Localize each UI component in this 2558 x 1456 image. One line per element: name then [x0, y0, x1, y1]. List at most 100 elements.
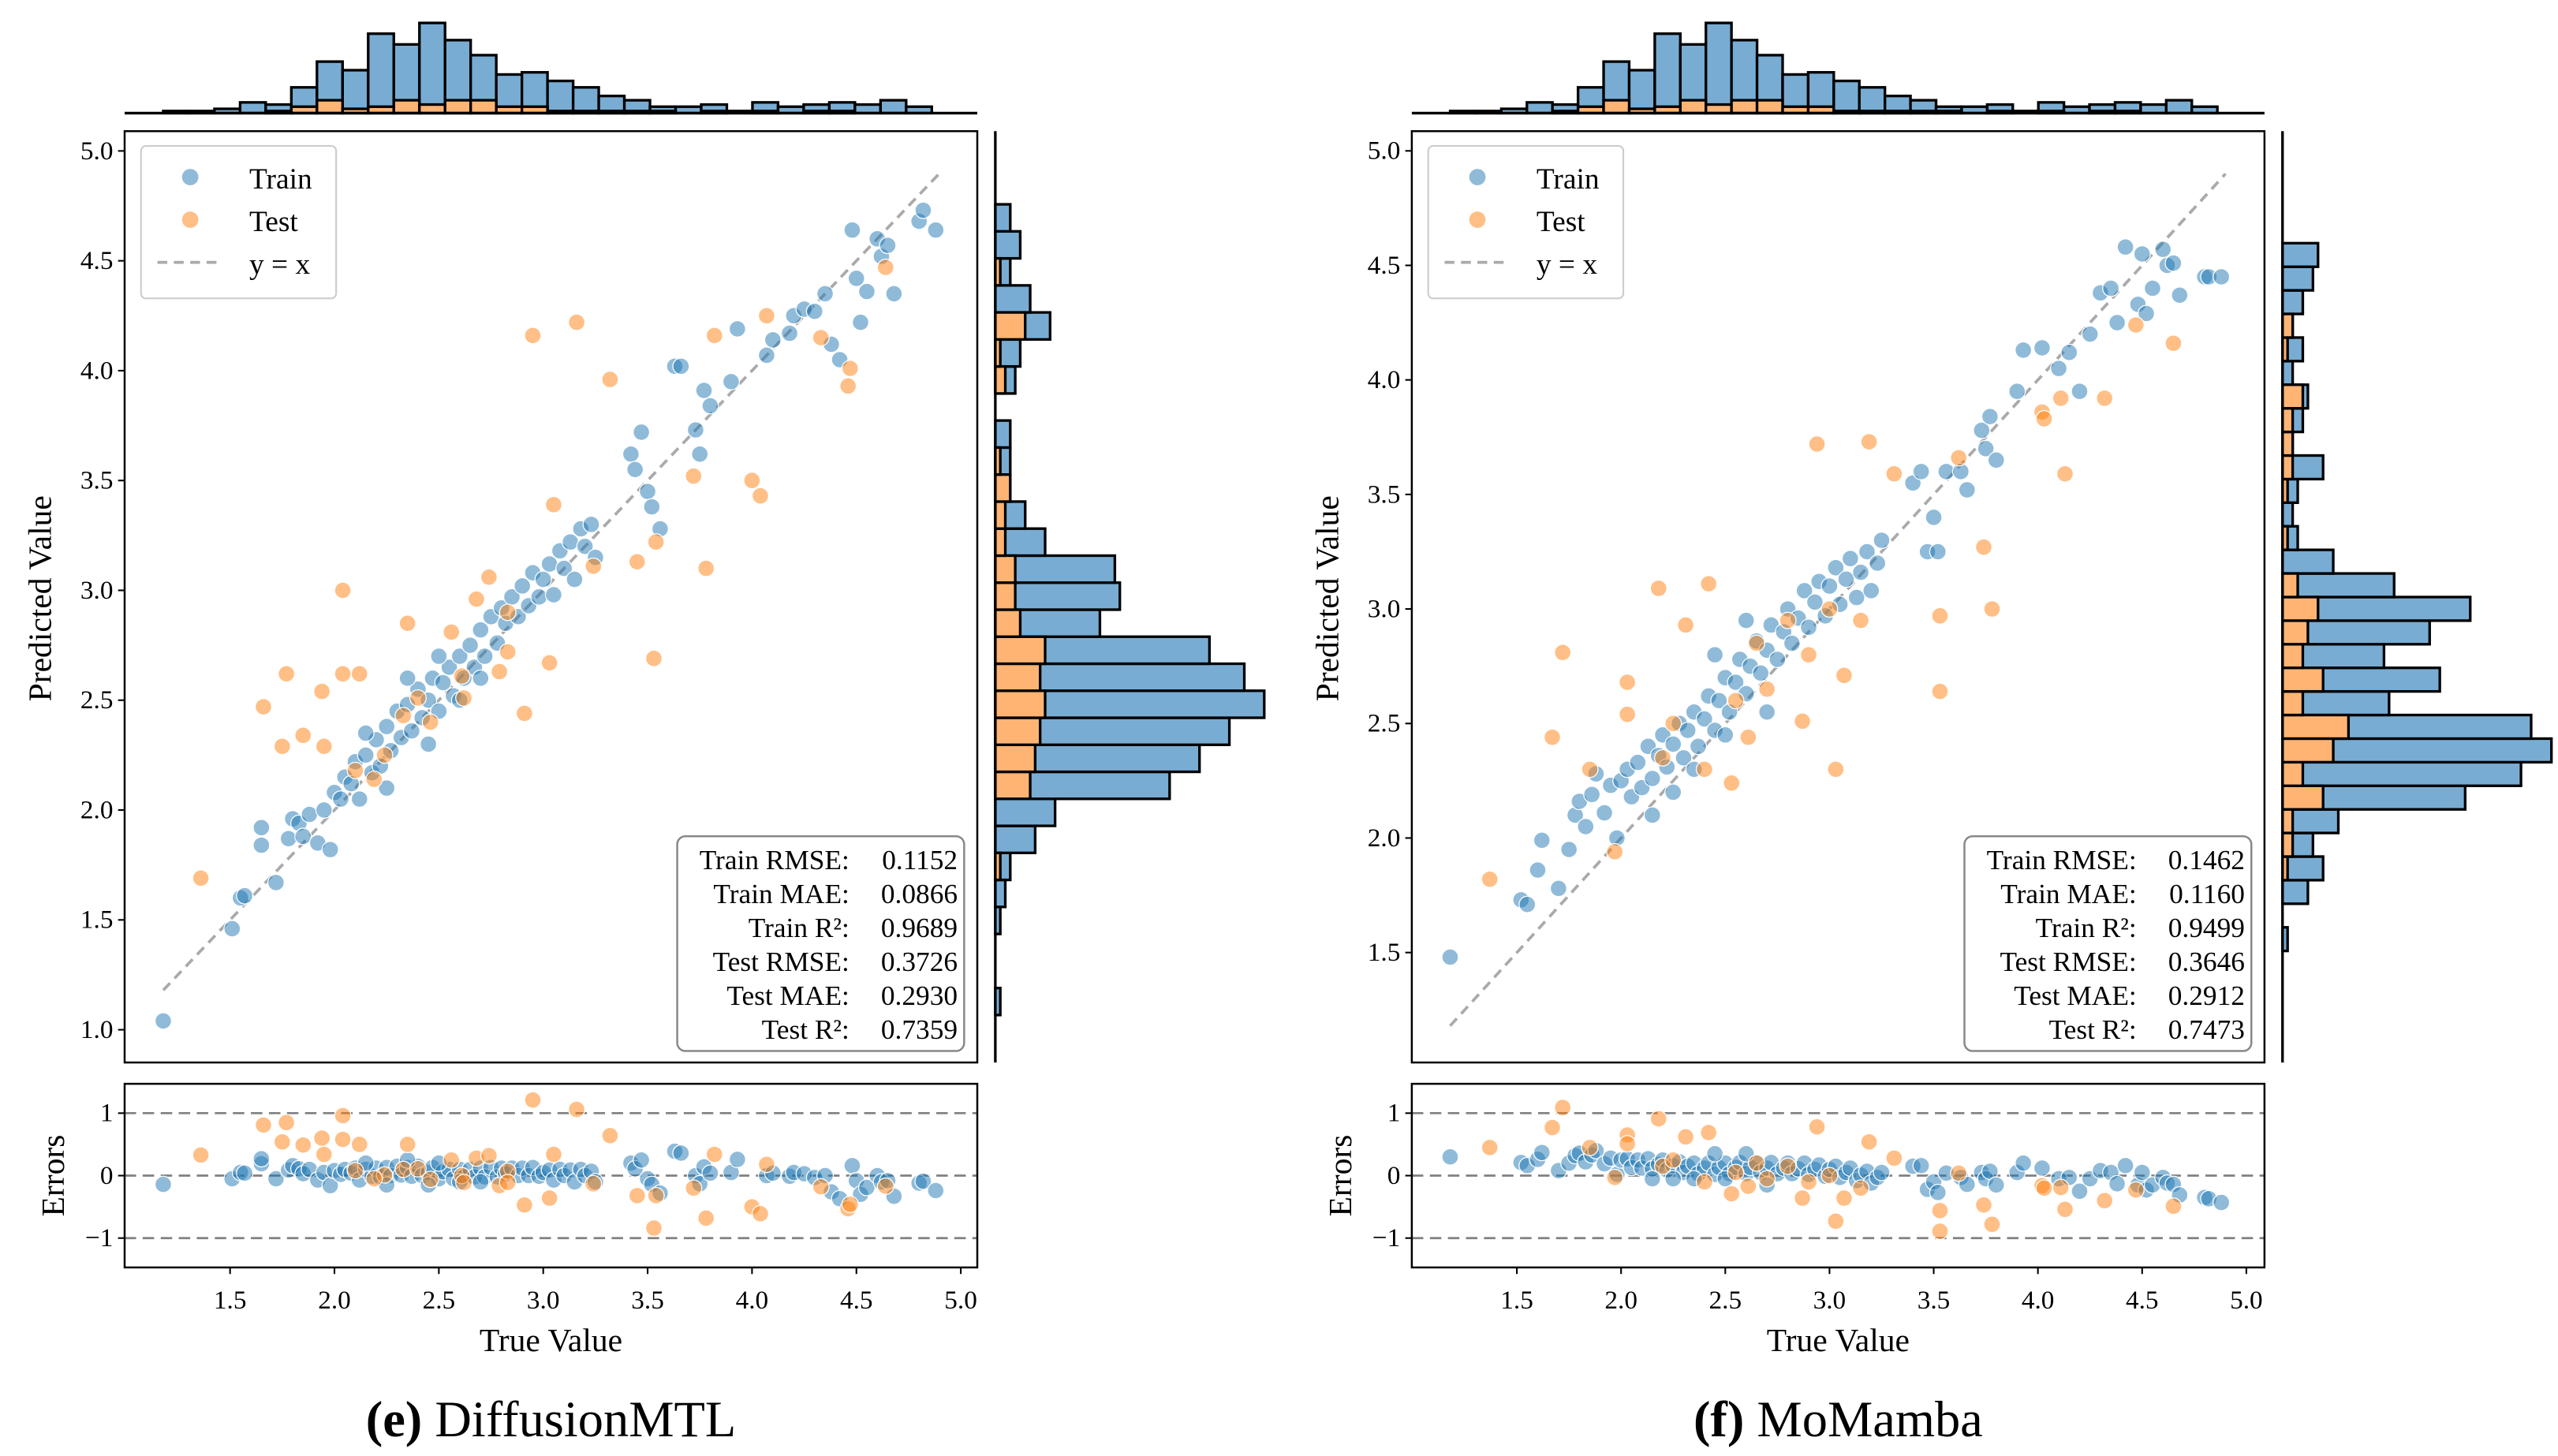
- train-point: [1529, 861, 1547, 879]
- train-point: [885, 285, 903, 303]
- train-point: [1912, 462, 1930, 480]
- train-point: [472, 621, 490, 639]
- test-point: [334, 581, 352, 599]
- train-point: [1827, 558, 1845, 577]
- x-tick-label: 5.0: [944, 1286, 977, 1315]
- test-point: [1835, 666, 1853, 685]
- y-tick-label: 3.0: [1368, 594, 1401, 623]
- test-point: [524, 327, 542, 345]
- test-point: [409, 689, 427, 707]
- train-point: [513, 577, 532, 595]
- test-residual-point: [334, 1130, 352, 1148]
- test-histogram-bar: [1679, 99, 1708, 115]
- test-histogram-bar: [994, 554, 1017, 584]
- test-residual-point: [647, 1186, 665, 1204]
- train-histogram-bar: [2281, 360, 2295, 386]
- train-point: [530, 588, 548, 606]
- train-residual-point: [914, 1172, 932, 1190]
- test-point: [453, 667, 471, 685]
- test-point: [1695, 760, 1713, 778]
- train-residual-point: [2133, 1163, 2151, 1182]
- x-tick-label: 4.5: [840, 1286, 873, 1315]
- test-residual-point: [1619, 1135, 1637, 1153]
- test-point: [685, 467, 703, 485]
- train-point: [472, 669, 490, 687]
- x-tick-label: 3.5: [1918, 1286, 1951, 1315]
- train-point: [2071, 383, 2089, 401]
- train-point: [1977, 439, 1995, 457]
- train-point: [1837, 570, 1855, 588]
- train-residual-point: [2116, 1156, 2134, 1174]
- train-point: [686, 421, 704, 439]
- residual-points: [1441, 1099, 2231, 1241]
- train-residual-point: [252, 1150, 271, 1168]
- test-point: [1747, 634, 1765, 652]
- test-histogram-bar: [443, 99, 472, 115]
- y-axis-label: Predicted Value: [1309, 495, 1345, 701]
- residual-y-tick-label: 1: [100, 1099, 114, 1128]
- test-point: [743, 472, 761, 490]
- test-point: [1852, 611, 1870, 629]
- test-point: [515, 704, 533, 722]
- train-residual-point: [154, 1175, 172, 1193]
- x-tick-label: 2.5: [423, 1286, 456, 1315]
- test-residual-point: [1700, 1123, 1718, 1141]
- train-point: [1858, 543, 1876, 561]
- train-point: [1752, 664, 1770, 682]
- test-point: [1860, 433, 1878, 451]
- residual-y-tick-label: 0: [100, 1161, 114, 1190]
- test-point: [1727, 692, 1745, 710]
- test-residual-point: [2052, 1178, 2070, 1197]
- metric-label: Test RMSE:: [713, 946, 850, 977]
- train-point: [440, 658, 458, 676]
- test-point: [1983, 600, 2001, 618]
- metric-value: 0.1462: [2168, 845, 2245, 875]
- train-histogram-bar: [994, 797, 1057, 827]
- train-residual-point: [1664, 1170, 1682, 1188]
- train-residual-point: [472, 1173, 490, 1191]
- train-point: [321, 841, 339, 859]
- train-point: [420, 735, 438, 753]
- test-point: [1931, 607, 1949, 625]
- train-point: [1847, 588, 1865, 607]
- test-residual-point: [685, 1179, 703, 1197]
- test-point: [2127, 315, 2145, 334]
- test-point: [1950, 449, 1968, 467]
- train-point: [701, 397, 719, 415]
- test-point: [544, 495, 562, 513]
- train-histogram-bar: [994, 203, 1012, 233]
- train-point: [1533, 831, 1551, 849]
- test-residual-point: [1820, 1167, 1839, 1185]
- test-point: [467, 590, 486, 608]
- train-point: [252, 819, 271, 837]
- y-tick-label: 3.5: [1368, 480, 1401, 509]
- test-residual-point: [2056, 1200, 2074, 1219]
- train-point: [1973, 421, 1991, 439]
- test-point: [398, 614, 416, 633]
- train-point: [2102, 279, 2120, 297]
- metric-label: Train MAE:: [2000, 879, 2136, 909]
- legend-train-marker: [1469, 169, 1486, 185]
- panel-caption: (e) DiffusionMTL: [366, 1391, 736, 1447]
- test-residual-point: [1677, 1128, 1695, 1146]
- test-residual-point: [1554, 1099, 1572, 1117]
- train-point: [1987, 451, 2005, 469]
- train-histogram-bar: [994, 419, 1012, 450]
- test-residual-point: [2127, 1181, 2145, 1199]
- train-point: [294, 827, 312, 846]
- test-point: [365, 771, 383, 789]
- train-residual-point: [1987, 1176, 2005, 1194]
- test-point: [1543, 728, 1561, 746]
- legend-train-label: Train: [1537, 163, 1600, 196]
- train-histogram-bar: [2281, 289, 2305, 315]
- test-residual-point: [1852, 1179, 1870, 1197]
- train-point: [576, 537, 594, 555]
- test-residual-point: [1727, 1163, 1745, 1182]
- train-point: [757, 346, 775, 364]
- test-residual-point: [346, 1162, 364, 1180]
- test-histogram-bar: [2281, 619, 2310, 646]
- test-point: [1649, 579, 1667, 597]
- train-histogram-bar: [2281, 879, 2310, 905]
- train-point: [843, 221, 861, 239]
- train-point: [1869, 554, 1887, 573]
